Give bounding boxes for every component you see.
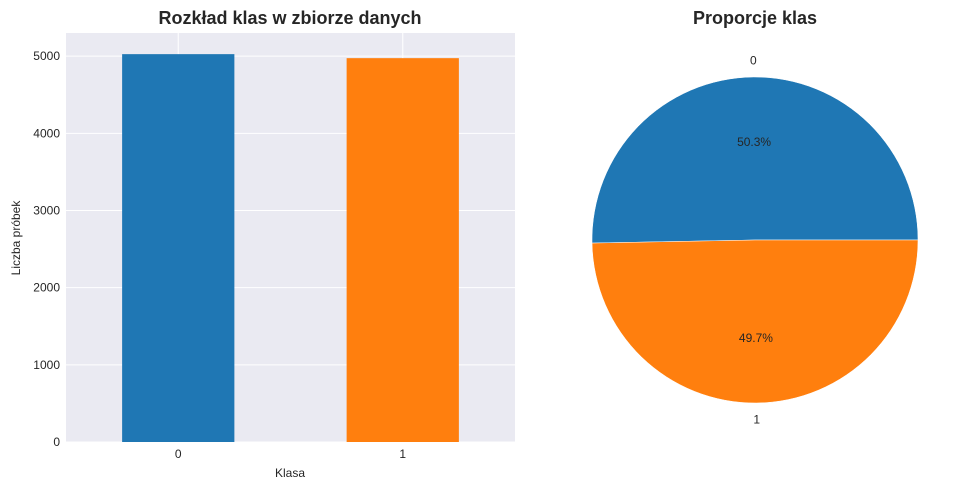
bar-x-tick-label: 0 — [175, 447, 182, 461]
pie-chart: Proporcje klas 0 50.3% 1 49.7% — [591, 8, 919, 427]
bar-y-ticks: 0 1000 2000 3000 4000 5000 — [33, 49, 60, 449]
bar-y-tick-label: 1000 — [33, 358, 60, 372]
pie-percent-label: 49.7% — [739, 331, 773, 345]
bar-y-tick-label: 4000 — [33, 126, 60, 140]
pie-labels: 0 50.3% 1 49.7% — [737, 54, 773, 427]
bar-x-axis-label: Klasa — [275, 466, 305, 480]
bar-y-axis-label: Liczba próbek — [9, 200, 23, 276]
bar-0 — [122, 54, 235, 442]
pie-slice-0 — [591, 76, 919, 244]
bar-y-tick-label: 0 — [53, 435, 60, 449]
bar-y-tick-label: 2000 — [33, 281, 60, 295]
bar-1 — [346, 58, 459, 443]
pie-category-label: 1 — [753, 412, 760, 426]
pie-percent-label: 50.3% — [737, 135, 771, 149]
bar-y-tick-label: 5000 — [33, 49, 60, 63]
pie-slice-1 — [591, 239, 919, 404]
bar-bars — [122, 54, 459, 443]
bar-chart-title: Rozkład klas w zbiorze danych — [158, 8, 421, 28]
bar-x-tick-label: 1 — [399, 447, 406, 461]
pie-slices — [591, 76, 919, 404]
pie-category-label: 0 — [750, 54, 757, 68]
pie-chart-title: Proporcje klas — [693, 8, 817, 28]
bar-y-tick-label: 3000 — [33, 203, 60, 217]
